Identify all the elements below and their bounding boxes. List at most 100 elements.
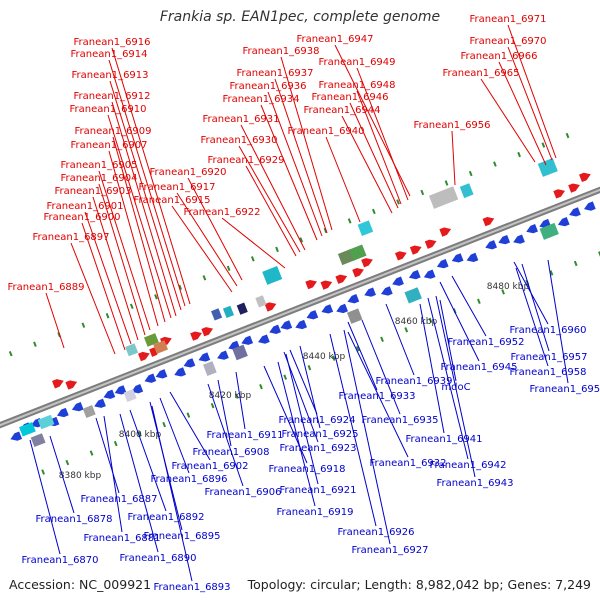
orf-tick xyxy=(573,260,578,267)
orf-tick xyxy=(250,256,255,262)
upper-gene-label-text: Franean1_6920 xyxy=(149,167,226,178)
genome-title: Frankia sp. EAN1pec, complete genome xyxy=(159,9,441,25)
gene-box xyxy=(125,343,139,357)
upper-gene-label: Franean1_6966 xyxy=(460,51,547,166)
gene-arrow-reverse xyxy=(269,324,281,334)
gene-arrow-reverse xyxy=(392,276,404,286)
scale-tick-label: 8420 kbp xyxy=(209,391,252,401)
gene-arrow-forward xyxy=(568,183,580,193)
gene-arrow-forward xyxy=(201,327,214,337)
upper-gene-label-text: Franean1_6966 xyxy=(460,51,537,62)
gene-arrow-reverse xyxy=(174,367,186,377)
gene-arrow-reverse xyxy=(71,401,84,412)
upper-gene-label: Franean1_6922 xyxy=(183,207,286,269)
lower-gene-label: Franean1_6942 xyxy=(427,297,507,471)
upper-gene-label: Franean1_6912 xyxy=(73,91,177,317)
lower-gene-label: Franean1_6939 xyxy=(375,303,453,387)
lower-gene-label: Franean1_6952 xyxy=(447,275,525,348)
gene-box xyxy=(262,265,283,285)
orf-tick xyxy=(259,383,263,390)
gene-box xyxy=(30,433,46,447)
gene-arrow-forward xyxy=(352,268,364,278)
lower-gene-label-text: Franean1_6906 xyxy=(204,487,281,498)
gene-arrow-reverse xyxy=(498,234,511,245)
gene-box xyxy=(428,186,459,209)
upper-gene-label: Franean1_6907 xyxy=(70,140,159,327)
upper-gene-label-text: Franean1_6938 xyxy=(242,46,319,57)
lower-gene-label: Franean1_6902 xyxy=(169,391,249,472)
upper-gene-label-text: Franean1_6913 xyxy=(71,70,148,81)
lower-gene-label-text: Franean1_6921 xyxy=(279,485,356,496)
lower-gene-label: Franean1_6925 xyxy=(281,345,359,440)
gene-arrow-reverse xyxy=(94,398,106,408)
lower-gene-label-text: Franean1_6939 xyxy=(375,376,452,387)
upper-gene-label: Franean1_6920 xyxy=(149,167,243,281)
lower-gene-label-text: Franean1_6932 xyxy=(369,458,446,469)
gene-arrow-reverse xyxy=(423,269,436,279)
gene-box xyxy=(236,302,248,315)
gene-arrow-reverse xyxy=(131,384,144,394)
topology-text: Topology: circular; Length: 8,982,042 bp… xyxy=(247,577,591,592)
lower-gene-label-text: Franean1_6926 xyxy=(337,527,414,538)
lower-gene-label: Franean1_6921 xyxy=(279,353,357,496)
gene-box xyxy=(349,244,367,261)
gene-arrow-reverse xyxy=(241,335,254,345)
scale-tick-label: 8480 kbp xyxy=(487,282,530,292)
orf-tick xyxy=(420,189,425,196)
lower-gene-label-text: Franean1_6911 xyxy=(206,430,283,441)
scale-tick-label: 8460 kbp xyxy=(395,317,438,327)
upper-gene-label: Franean1_6913 xyxy=(71,70,182,311)
lower-gene-label: Franean1_6906 xyxy=(204,383,282,498)
lower-gene-label-text: Franean1_6923 xyxy=(279,443,356,454)
lower-gene-label-text: Franean1_6952 xyxy=(447,337,524,348)
gene-arrow-reverse xyxy=(436,259,449,269)
gene-arrow-forward xyxy=(138,351,150,362)
gene-arrow-reverse xyxy=(258,334,270,344)
gene-arrow-reverse xyxy=(56,407,69,418)
lower-gene-label: Franean1_6919 xyxy=(276,361,354,518)
lower-gene-label: Franean1_6960 xyxy=(509,261,587,336)
upper-gene-label: Franean1_6938 xyxy=(242,46,333,231)
gene-arrow-reverse xyxy=(364,287,376,297)
lower-gene-label: Franean1_6887 xyxy=(80,417,158,505)
lower-gene-label-text: Franean1_6945 xyxy=(440,362,517,373)
orf-tick xyxy=(89,450,94,456)
orf-tick xyxy=(477,298,481,305)
gene-arrow-forward xyxy=(335,274,348,284)
gene-arrow-forward xyxy=(305,279,318,290)
upper-gene-label-text: Franean1_6947 xyxy=(296,34,373,45)
orf-tick xyxy=(81,322,86,328)
upper-gene-label-text: Franean1_6897 xyxy=(32,232,109,243)
gene-arrow-forward xyxy=(52,379,64,389)
gene-box xyxy=(82,405,96,419)
upper-gene-label-text: Franean1_6914 xyxy=(70,49,147,60)
gene-box xyxy=(222,305,235,318)
lower-gene-label-text: Franean1_6890 xyxy=(119,553,196,564)
lower-gene-label: Franean1_6911 xyxy=(206,371,284,441)
upper-gene-label-text: Franean1_6971 xyxy=(469,14,546,25)
gene-arrow-forward xyxy=(395,251,407,261)
upper-gene-label: Franean1_6897 xyxy=(32,232,116,355)
upper-gene-label-text: Franean1_6940 xyxy=(287,126,364,137)
orf-tick xyxy=(404,327,409,333)
upper-gene-label-text: Franean1_6915 xyxy=(133,195,210,206)
gene-arrow-forward xyxy=(424,239,437,249)
orf-tick xyxy=(105,313,110,319)
gene-box xyxy=(153,340,169,354)
orf-tick xyxy=(138,431,142,437)
gene-arrow-forward xyxy=(579,172,591,183)
orf-tick xyxy=(347,218,352,224)
lower-gene-label: Franean1_6926 xyxy=(329,333,415,538)
upper-gene-label: Franean1_6889 xyxy=(7,282,85,349)
lower-gene-label-text: Franean1_6935 xyxy=(361,415,438,426)
upper-gene-label-text: Franean1_6956 xyxy=(413,120,490,131)
orf-tick xyxy=(33,341,37,347)
upper-gene-label: Franean1_6947 xyxy=(296,34,411,197)
upper-gene-label-text: Franean1_6910 xyxy=(69,104,146,115)
scale-tick-label: 8440 kbp xyxy=(303,352,346,362)
upper-gene-label-text: Franean1_6909 xyxy=(74,126,151,137)
upper-gene-label: Franean1_6940 xyxy=(287,126,365,223)
upper-gene-label: Franean1_6904 xyxy=(60,173,146,336)
lower-gene-label-text: Franean1_6927 xyxy=(351,545,428,556)
upper-gene-label-text: Franean1_6944 xyxy=(303,105,380,116)
